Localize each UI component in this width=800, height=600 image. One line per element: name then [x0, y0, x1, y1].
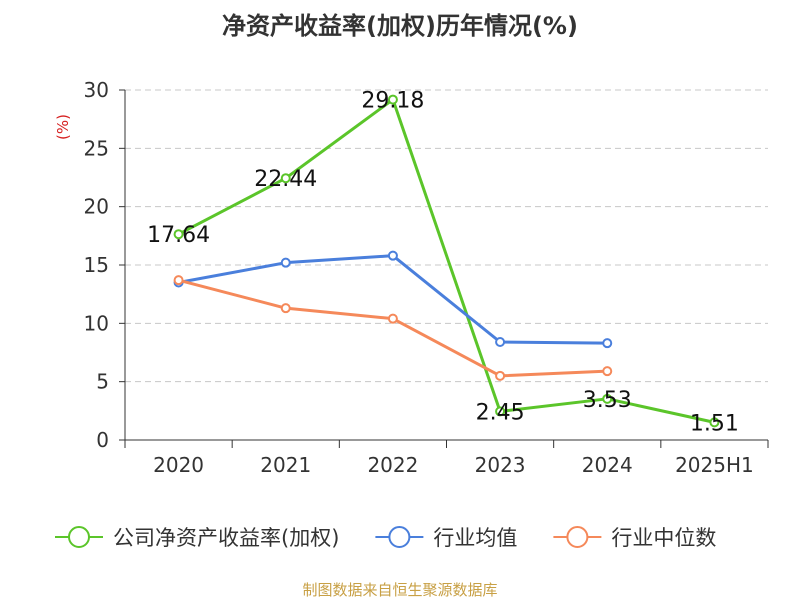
y-tick-label: 20: [84, 195, 109, 219]
data-label: 17.64: [147, 223, 210, 248]
y-tick-label: 25: [84, 136, 109, 160]
x-tick-label: 2021: [260, 453, 311, 477]
series-lines: [173, 94, 720, 428]
data-label: 2.45: [476, 400, 525, 425]
data-point: [387, 94, 398, 105]
data-point: [387, 313, 398, 324]
data-point: [495, 337, 506, 347]
legend-label: 行业中位数: [611, 526, 716, 550]
x-tick-label: 2020: [153, 453, 204, 477]
chart-title: 净资产收益率(加权)历年情况(%): [222, 12, 578, 40]
x-tick-label: 2022: [367, 453, 418, 477]
data-point: [602, 338, 613, 349]
data-point: [602, 393, 613, 404]
data-point: [280, 303, 291, 314]
legend-marker: [388, 526, 411, 548]
data-point: [602, 366, 613, 377]
data-labels: 17.64 22.44 29.18 2.45 3.53 1.51: [147, 89, 739, 437]
series-line-1: [178, 254, 608, 345]
axes: 0 5 10 15 20 25 30 (%) 2020 2021 2022 2023 2024 2025H…: [54, 78, 769, 477]
x-tick-label: 2025H1: [675, 453, 754, 477]
data-point: [173, 229, 184, 240]
data-point: [280, 173, 291, 184]
data-point: [495, 370, 506, 381]
legend-item-1[interactable]: 行业均值: [375, 526, 517, 550]
y-tick-label: 10: [84, 311, 109, 335]
data-label: 29.18: [361, 89, 424, 114]
legend-item-0[interactable]: 公司净资产收益率(加权): [55, 526, 339, 550]
data-point: [280, 257, 291, 268]
legend-marker: [566, 526, 589, 548]
y-tick-label: 30: [84, 78, 109, 102]
series-line-0: [177, 98, 715, 424]
y-tick-label: 15: [84, 253, 109, 277]
y-axis-label: (%): [54, 114, 72, 140]
x-tick-label: 2024: [582, 453, 633, 477]
legend-marker: [68, 526, 90, 548]
x-tick-label: 2023: [475, 453, 526, 477]
data-label: 3.53: [583, 388, 632, 413]
data-label: 22.44: [254, 167, 317, 192]
legend[interactable]: 公司净资产收益率(加权) 行业均值 行业中位数: [55, 526, 716, 550]
data-point: [173, 275, 184, 286]
series-line-2: [178, 278, 608, 378]
legend-item-2[interactable]: 行业中位数: [553, 526, 716, 550]
legend-label: 行业均值: [433, 526, 517, 550]
legend-label: 公司净资产收益率(加权): [113, 526, 339, 550]
data-point: [387, 250, 398, 261]
source-note: 制图数据来自恒生聚源数据库: [302, 581, 498, 599]
y-tick-label: 5: [96, 370, 109, 394]
grid-lines: [125, 89, 768, 383]
data-point: [709, 417, 720, 428]
data-label: 1.51: [690, 411, 739, 436]
data-point: [495, 406, 506, 417]
y-tick-label: 0: [96, 428, 109, 452]
